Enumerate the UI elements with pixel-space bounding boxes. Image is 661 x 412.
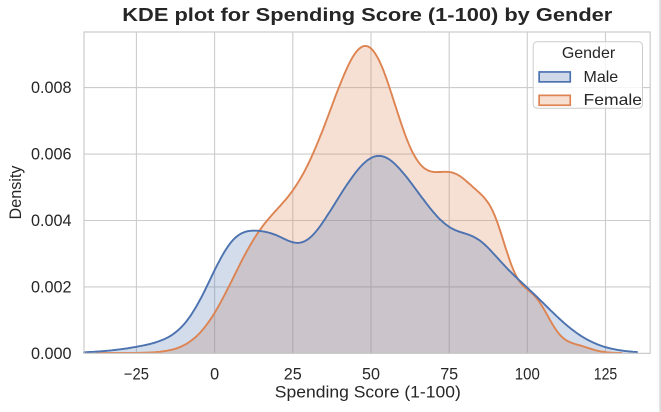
svg-text:Gender: Gender xyxy=(562,45,616,62)
svg-text:0.002: 0.002 xyxy=(31,279,72,297)
svg-text:0.000: 0.000 xyxy=(31,345,72,363)
svg-text:0.004: 0.004 xyxy=(31,212,72,230)
svg-text:100: 100 xyxy=(515,365,540,383)
svg-text:Density: Density xyxy=(7,165,25,220)
svg-text:75: 75 xyxy=(440,365,458,383)
svg-text:25: 25 xyxy=(284,365,302,383)
svg-text:125: 125 xyxy=(594,365,618,383)
svg-text:Spending Score (1-100): Spending Score (1-100) xyxy=(275,383,461,402)
svg-text:0.008: 0.008 xyxy=(31,79,72,97)
svg-text:0: 0 xyxy=(210,365,219,383)
svg-text:−25: −25 xyxy=(124,365,149,383)
svg-text:Female: Female xyxy=(584,92,643,109)
svg-text:Male: Male xyxy=(584,69,619,86)
svg-text:0.006: 0.006 xyxy=(31,146,72,164)
svg-text:KDE plot for Spending Score (1: KDE plot for Spending Score (1-100) by G… xyxy=(122,5,612,25)
svg-text:50: 50 xyxy=(362,365,380,383)
